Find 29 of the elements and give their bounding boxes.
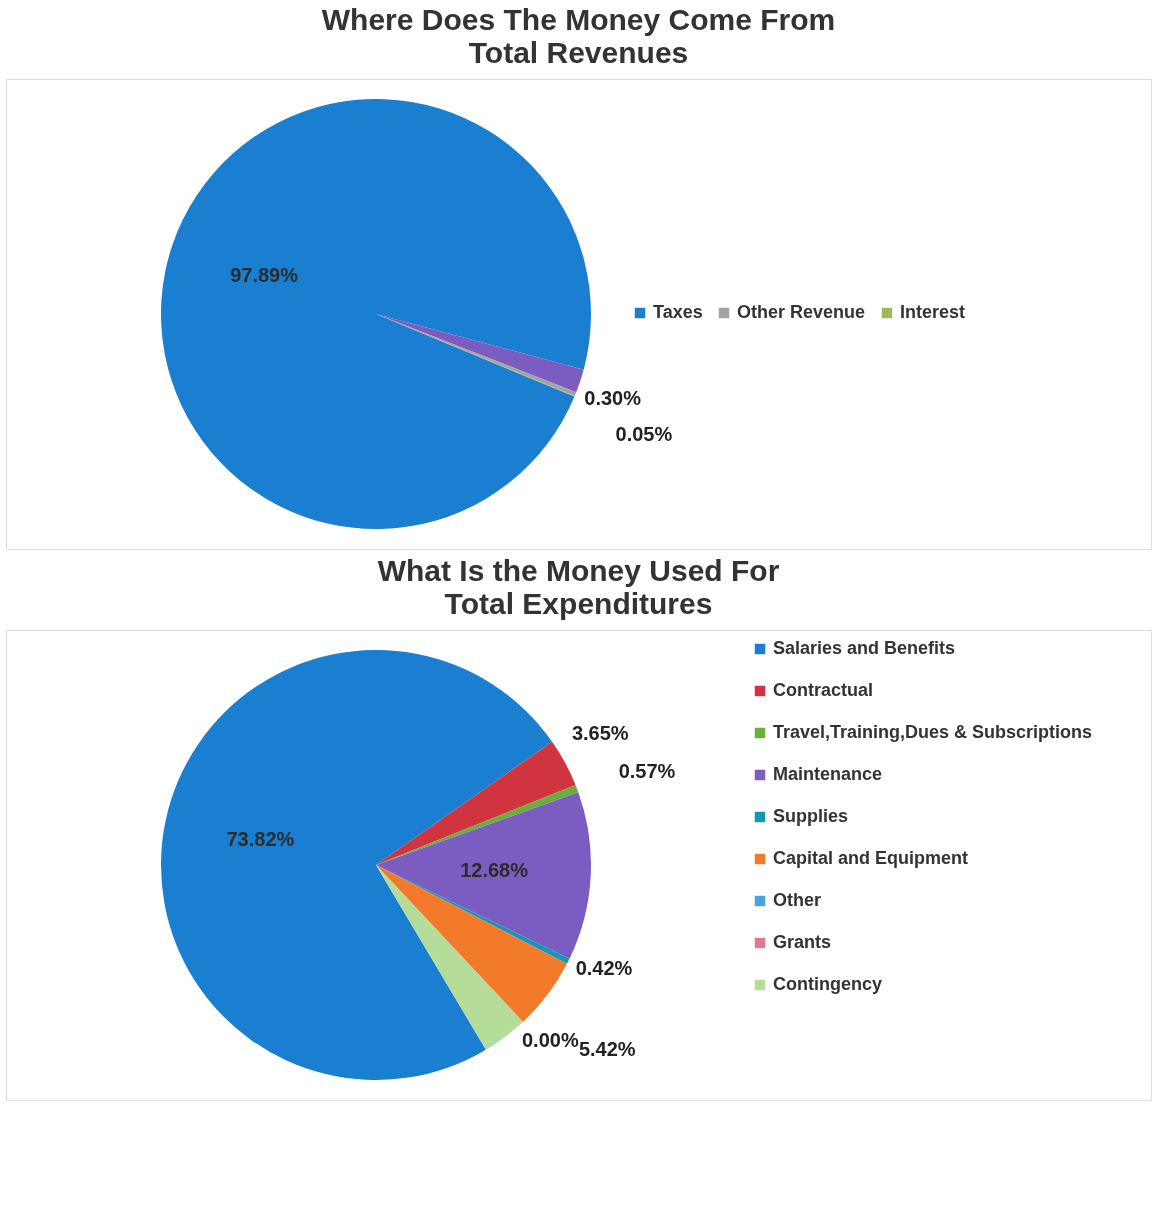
data-label: 97.89% — [230, 263, 299, 286]
legend-label: Maintenance — [773, 764, 883, 784]
legend-label: Grants — [773, 932, 832, 952]
data-label: 0.30% — [584, 387, 642, 410]
data-label: 0.42% — [575, 957, 633, 980]
legend-label: Interest — [900, 302, 966, 322]
pie-slice — [376, 792, 591, 959]
chart-title: Where Does The Money Come From — [321, 3, 836, 36]
legend-label: Taxes — [653, 302, 703, 322]
data-label: 5.42% — [578, 1037, 636, 1060]
data-label: 3.65% — [571, 721, 629, 744]
legend-label: Other Revenue — [737, 302, 866, 322]
chart-subtitle: Total Expenditures — [444, 587, 713, 620]
legend-label: Salaries and Benefits — [773, 638, 956, 658]
legend-label: Travel,Training,Dues & Subscriptions — [773, 722, 1093, 742]
legend-label: Contractual — [773, 680, 874, 700]
chart-subtitle: Total Revenues — [468, 36, 689, 69]
chart-title: What Is the Money Used For — [377, 554, 780, 587]
legend-label: Other — [773, 890, 822, 910]
data-label: 0.05% — [615, 423, 673, 446]
data-label: 73.82% — [226, 828, 295, 851]
data-label: 0.57% — [618, 759, 676, 782]
data-label: 12.68% — [460, 859, 529, 882]
legend-label: Contingency — [773, 974, 883, 994]
legend-label: Capital and Equipment — [773, 848, 969, 868]
legend-label: Supplies — [773, 806, 849, 826]
pie-slice — [376, 741, 576, 865]
pie-slice — [376, 865, 567, 1022]
text: 0.00% — [521, 1029, 579, 1052]
